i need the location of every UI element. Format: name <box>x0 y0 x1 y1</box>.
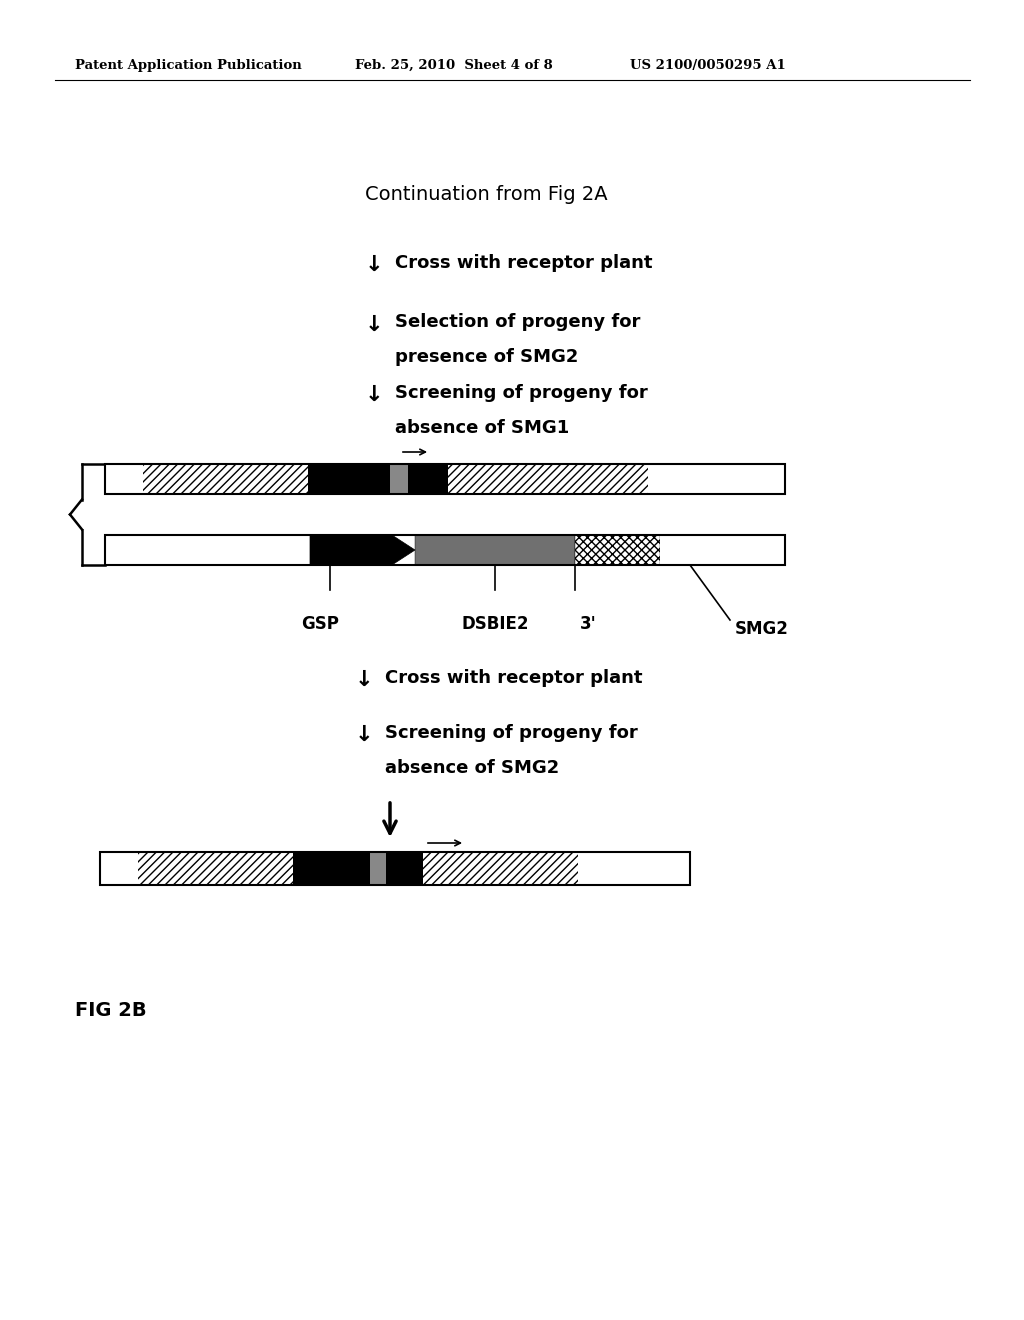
Text: ↓: ↓ <box>355 725 374 744</box>
Text: 3': 3' <box>580 615 597 634</box>
Text: ↓: ↓ <box>365 385 384 405</box>
Text: Patent Application Publication: Patent Application Publication <box>75 58 302 71</box>
Bar <box>105 465 785 494</box>
Bar <box>100 851 690 884</box>
Bar <box>648 465 785 494</box>
Text: FIG 2B: FIG 2B <box>75 1001 146 1019</box>
Bar <box>415 535 575 565</box>
Bar <box>138 851 293 884</box>
Bar <box>143 465 308 494</box>
Text: Cross with receptor plant: Cross with receptor plant <box>395 253 652 272</box>
Text: ↓: ↓ <box>365 315 384 335</box>
Bar <box>105 465 143 494</box>
Text: SMG2: SMG2 <box>735 620 788 638</box>
Text: ↓: ↓ <box>365 255 384 275</box>
Text: Screening of progeny for: Screening of progeny for <box>385 723 638 742</box>
Text: Selection of progeny for: Selection of progeny for <box>395 313 640 331</box>
Text: Screening of progeny for: Screening of progeny for <box>395 384 648 403</box>
Text: GSP: GSP <box>301 615 339 634</box>
Text: US 2100/0050295 A1: US 2100/0050295 A1 <box>630 58 785 71</box>
Bar <box>660 535 785 565</box>
Text: ↓: ↓ <box>355 671 374 690</box>
Bar <box>100 851 138 884</box>
Text: Feb. 25, 2010  Sheet 4 of 8: Feb. 25, 2010 Sheet 4 of 8 <box>355 58 553 71</box>
Bar <box>578 851 690 884</box>
Bar <box>293 851 423 884</box>
Text: absence of SMG1: absence of SMG1 <box>395 418 569 437</box>
Bar <box>105 535 785 565</box>
Text: DSBIE2: DSBIE2 <box>461 615 528 634</box>
Bar <box>390 465 408 494</box>
Text: absence of SMG2: absence of SMG2 <box>385 759 559 777</box>
Text: presence of SMG2: presence of SMG2 <box>395 348 579 366</box>
Bar <box>308 465 449 494</box>
Bar <box>575 535 660 565</box>
Bar <box>423 851 578 884</box>
Bar <box>370 851 386 884</box>
Bar <box>105 535 310 565</box>
Bar <box>449 465 648 494</box>
Text: Continuation from Fig 2A: Continuation from Fig 2A <box>365 186 607 205</box>
Polygon shape <box>310 535 415 565</box>
Text: Cross with receptor plant: Cross with receptor plant <box>385 669 642 686</box>
